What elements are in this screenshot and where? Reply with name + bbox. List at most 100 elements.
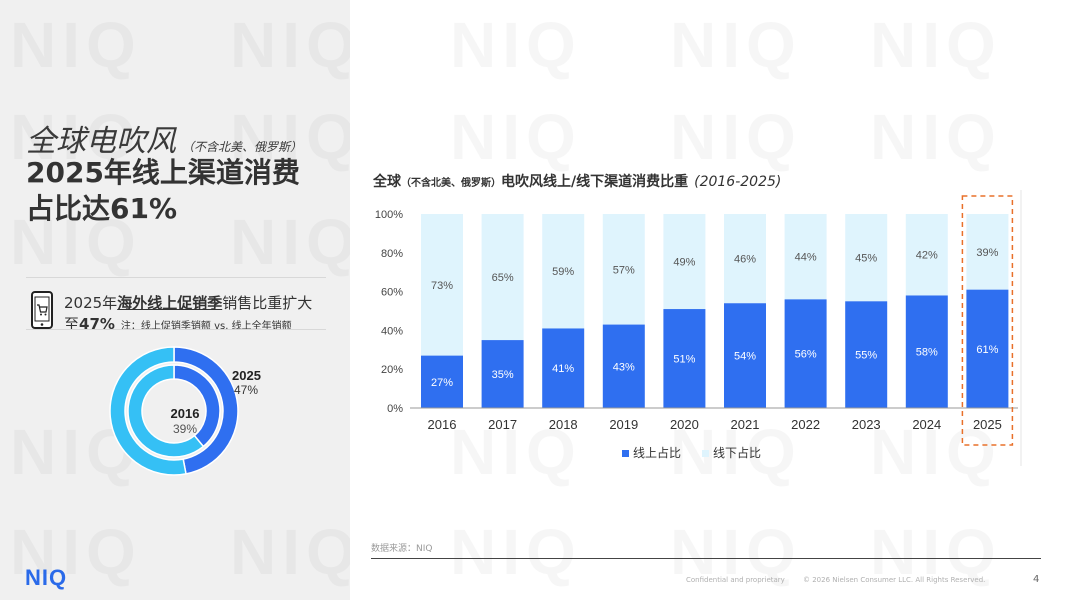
- bar-online-label: 58%: [916, 347, 938, 359]
- footer-copyright: © 2026 Nielsen Consumer LLC. All Rights …: [803, 576, 986, 584]
- chart-title-years: (2016-2025): [694, 174, 782, 190]
- bar-offline-label: 73%: [431, 280, 453, 292]
- footer-confidential: Confidential and proprietary: [686, 576, 785, 584]
- watermark: NIQ: [450, 100, 582, 174]
- bar-online-label: 43%: [613, 361, 635, 373]
- bar-online: [663, 309, 706, 408]
- niq-logo: NIQ: [25, 565, 68, 590]
- bar-offline-label: 49%: [673, 257, 695, 269]
- y-tick-label: 0%: [387, 403, 403, 415]
- donut-inner-year: 2016: [170, 406, 200, 421]
- watermark: NIQ: [450, 515, 582, 589]
- headline-line1: 全球电吹风 （不含北美、俄罗斯）: [26, 124, 303, 159]
- source-note: 数据来源：NIQ: [371, 544, 433, 554]
- bar-online: [905, 295, 948, 408]
- watermark: NIQ: [10, 8, 142, 82]
- bar-offline: [421, 214, 463, 356]
- bar-offline: [784, 214, 827, 300]
- watermark: NIQ: [230, 515, 350, 589]
- bar-online-label: 51%: [673, 354, 695, 366]
- bar-offline-label: 65%: [492, 272, 514, 284]
- promo-text: 2025年海外线上促销季销售比重扩大: [64, 294, 313, 312]
- headline-line3: 占比达61%: [26, 192, 178, 225]
- x-tick-label: 2022: [791, 417, 820, 432]
- watermark: NIQ: [870, 8, 1002, 82]
- divider: [26, 329, 326, 330]
- headline-line2: 2025年线上渠道消费: [26, 156, 300, 189]
- bar-online: [845, 301, 888, 408]
- bar-offline-label: 44%: [795, 252, 817, 264]
- legend-label-online: 线上占比: [633, 445, 681, 460]
- divider: [26, 277, 326, 278]
- promo-text-line2: 至47% 注：线上促销季销额 vs. 线上全年销额: [64, 315, 292, 333]
- donut-chart: [109, 346, 239, 476]
- bar-online: [724, 303, 766, 408]
- headline-qualifier: （不含北美、俄罗斯）: [182, 140, 303, 154]
- phone-cart-icon: [31, 291, 53, 329]
- x-tick-label: 2024: [912, 417, 941, 432]
- legend-swatch-online: [622, 450, 629, 457]
- bar-offline: [481, 214, 524, 341]
- bar-online-label: 56%: [795, 349, 817, 361]
- promo-note: 注：线上促销季销额 vs. 线上全年销额: [120, 321, 292, 332]
- legend-label-offline: 线下占比: [713, 445, 761, 460]
- x-tick-label: 2020: [670, 417, 699, 432]
- bar-offline-label: 57%: [613, 264, 635, 276]
- bar-online-label: 54%: [734, 351, 756, 363]
- donut-outer-year: 2025: [232, 368, 261, 383]
- bar-offline-label: 45%: [855, 253, 877, 265]
- footer-divider: [371, 558, 1041, 559]
- y-tick-label: 60%: [381, 287, 403, 299]
- bar-online-label: 61%: [976, 344, 998, 356]
- x-tick-label: 2025: [973, 417, 1002, 432]
- bar-offline: [905, 214, 948, 296]
- donut-outer-label: 47%: [234, 383, 259, 397]
- watermark: NIQ: [870, 100, 1002, 174]
- bar-online-label: 41%: [552, 363, 574, 375]
- page-number: 4: [1033, 574, 1040, 585]
- watermark: NIQ: [670, 8, 802, 82]
- legend-swatch-offline: [702, 450, 709, 457]
- donut-inner-label: 39%: [172, 422, 198, 436]
- bar-online-label: 35%: [492, 369, 514, 381]
- bar-offline-label: 42%: [916, 250, 938, 262]
- bar-offline: [542, 214, 585, 329]
- x-tick-label: 2018: [549, 417, 578, 432]
- bar-online-label: 55%: [855, 350, 877, 362]
- bar-offline: [724, 214, 766, 304]
- bar-offline-label: 46%: [734, 254, 756, 266]
- bar-offline-label: 59%: [552, 266, 574, 278]
- bar-online: [542, 328, 585, 408]
- bar-offline: [845, 214, 888, 302]
- y-tick-label: 40%: [381, 325, 403, 337]
- chart-title: 全球（不含北美、俄罗斯）电吹风线上/线下渠道消费比重 (2016-2025): [373, 174, 782, 190]
- bar-online: [784, 299, 827, 408]
- bar-online: [966, 289, 1009, 408]
- y-tick-label: 20%: [381, 364, 403, 376]
- bar-offline: [966, 214, 1009, 290]
- watermark: NIQ: [230, 8, 350, 82]
- bar-offline-label: 39%: [976, 247, 998, 259]
- bar-online: [602, 324, 645, 408]
- x-tick-label: 2023: [852, 417, 881, 432]
- left-panel: NIQ NIQ NIQ NIQ NIQ NIQ NIQ NIQ NIQ 全球电吹…: [0, 0, 350, 600]
- x-tick-label: 2017: [488, 417, 517, 432]
- stacked-bar-chart: 0% 20% 40% 60% 80% 100% 27% 73% 2016 35% 65% 2017 41…: [375, 190, 1022, 466]
- x-tick-label: 2016: [428, 417, 457, 432]
- y-tick-label: 100%: [375, 209, 403, 221]
- watermark: NIQ: [670, 100, 802, 174]
- chart-title-qualifier: （不含北美、俄罗斯）: [401, 178, 501, 189]
- bar-offline: [602, 214, 645, 325]
- watermark: NIQ: [230, 205, 350, 279]
- donut-inner-rest: [127, 364, 205, 458]
- y-tick-label: 80%: [381, 248, 403, 260]
- bar-online: [421, 355, 463, 408]
- bar-offline: [663, 214, 706, 310]
- x-tick-label: 2019: [609, 417, 638, 432]
- watermark: NIQ: [450, 8, 582, 82]
- bar-online-label: 27%: [431, 377, 453, 389]
- x-tick-label: 2021: [731, 417, 760, 432]
- highlight-box-2025: [961, 195, 1014, 446]
- donut-outer-rest: [109, 346, 187, 476]
- bar-online: [481, 340, 524, 408]
